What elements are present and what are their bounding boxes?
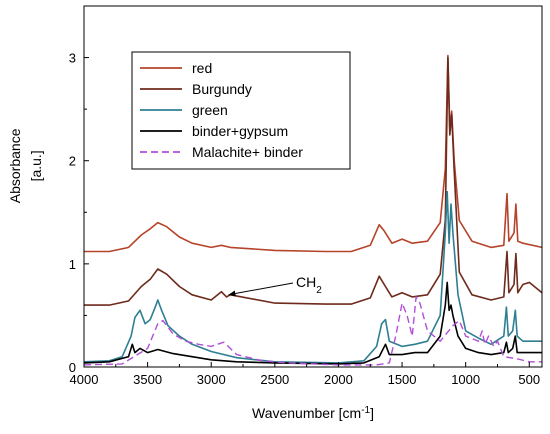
annotation-ch2-sub: 2 [316,285,322,296]
series-line-3 [83,281,542,365]
annotation-ch2: CH2 [296,274,322,296]
y-tick-label: 2 [69,154,76,169]
y-axis-unit: [a.u.] [28,150,44,181]
axes-layer: 4000 3500 3000 2500 2000 1500 1000 500 0 1 2 3 [69,51,540,387]
y-tick-label: 1 [69,257,76,272]
series-line-1 [84,56,543,306]
x-axis-title-main: Wavenumber [cm [252,405,361,421]
legend-label: green [192,102,228,118]
x-tick-label: 2500 [260,372,289,387]
annotation-arrow [228,282,294,297]
series-line-4 [83,296,542,366]
x-tick-label: 1000 [451,372,480,387]
y-axis-title: Absorbance [7,128,23,203]
x-tick-label: 3500 [133,372,162,387]
x-tick-label: 500 [518,372,540,387]
x-tick-label: 4000 [70,372,99,387]
legend-label: Malachite+ binder [192,144,303,160]
series-layer [83,54,543,366]
annotation-ch2-main: CH [296,274,316,290]
legend-label: Burgundy [192,81,252,97]
legend-label: red [192,60,212,76]
legend: red Burgundy green binder+gypsum Malachite+ … [131,51,351,170]
y-tick-label: 0 [69,360,76,375]
legend-label: binder+gypsum [192,123,288,139]
x-axis-title-sup: -1 [361,405,370,416]
x-tick-label: 1500 [388,372,417,387]
x-axis-title: Wavenumber [cm-1] [252,405,374,422]
plot-frame [83,5,543,368]
annotation-layer: CH2 [228,274,322,297]
x-axis-title-end: ] [370,405,374,421]
x-tick-label: 3000 [197,372,226,387]
series-line-2 [83,190,542,364]
x-tick-label: 2000 [324,372,353,387]
series-line-0 [84,54,543,253]
y-tick-label: 3 [69,51,76,66]
